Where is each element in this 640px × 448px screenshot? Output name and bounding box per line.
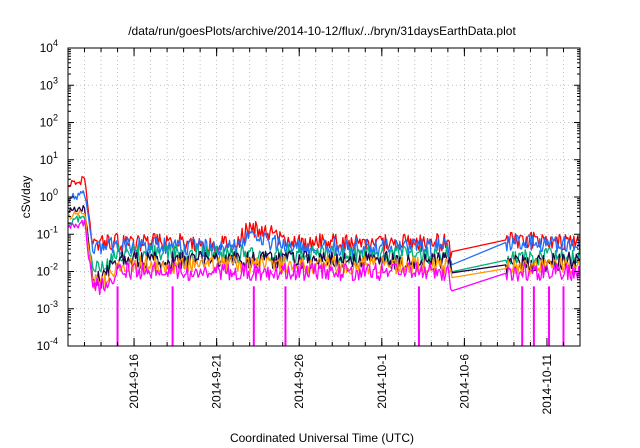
x-tick-label: 2014-10-6 (457, 354, 471, 409)
x-tick-label: 2014-9-26 (292, 354, 306, 409)
y-axis-label: cSv/day (19, 176, 33, 219)
grid (68, 48, 580, 346)
x-tick-label: 2014-9-16 (127, 354, 141, 409)
y-tick-label: 10-1 (37, 224, 58, 241)
x-tick-label: 2014-9-21 (210, 354, 224, 409)
series-line (67, 176, 581, 259)
y-tick-label: 101 (40, 150, 58, 167)
series-layer (67, 176, 581, 296)
y-tick-label: 104 (40, 38, 58, 55)
y-tick-label: 10-2 (37, 262, 58, 279)
y-tick-label: 10-3 (37, 299, 58, 316)
series-line (67, 204, 581, 289)
chart-title: /data/run/goesPlots/archive/2014-10-12/f… (128, 24, 516, 38)
series-line (67, 219, 581, 296)
y-tick-label: 10-4 (37, 336, 58, 353)
x-tick-label: 2014-10-1 (375, 354, 389, 409)
dropout-layer (116, 286, 565, 346)
x-axis-label: Coordinated Universal Time (UTC) (230, 431, 414, 445)
x-axis-ticks: 2014-9-16 2014-9-21 2014-9-26 2014-10-1 2014… (84, 48, 564, 415)
y-tick-label: 102 (40, 113, 58, 130)
x-tick-label: 2014-10-11 (540, 354, 554, 415)
y-tick-label: 100 (40, 187, 58, 204)
y-tick-label: 103 (40, 75, 58, 92)
